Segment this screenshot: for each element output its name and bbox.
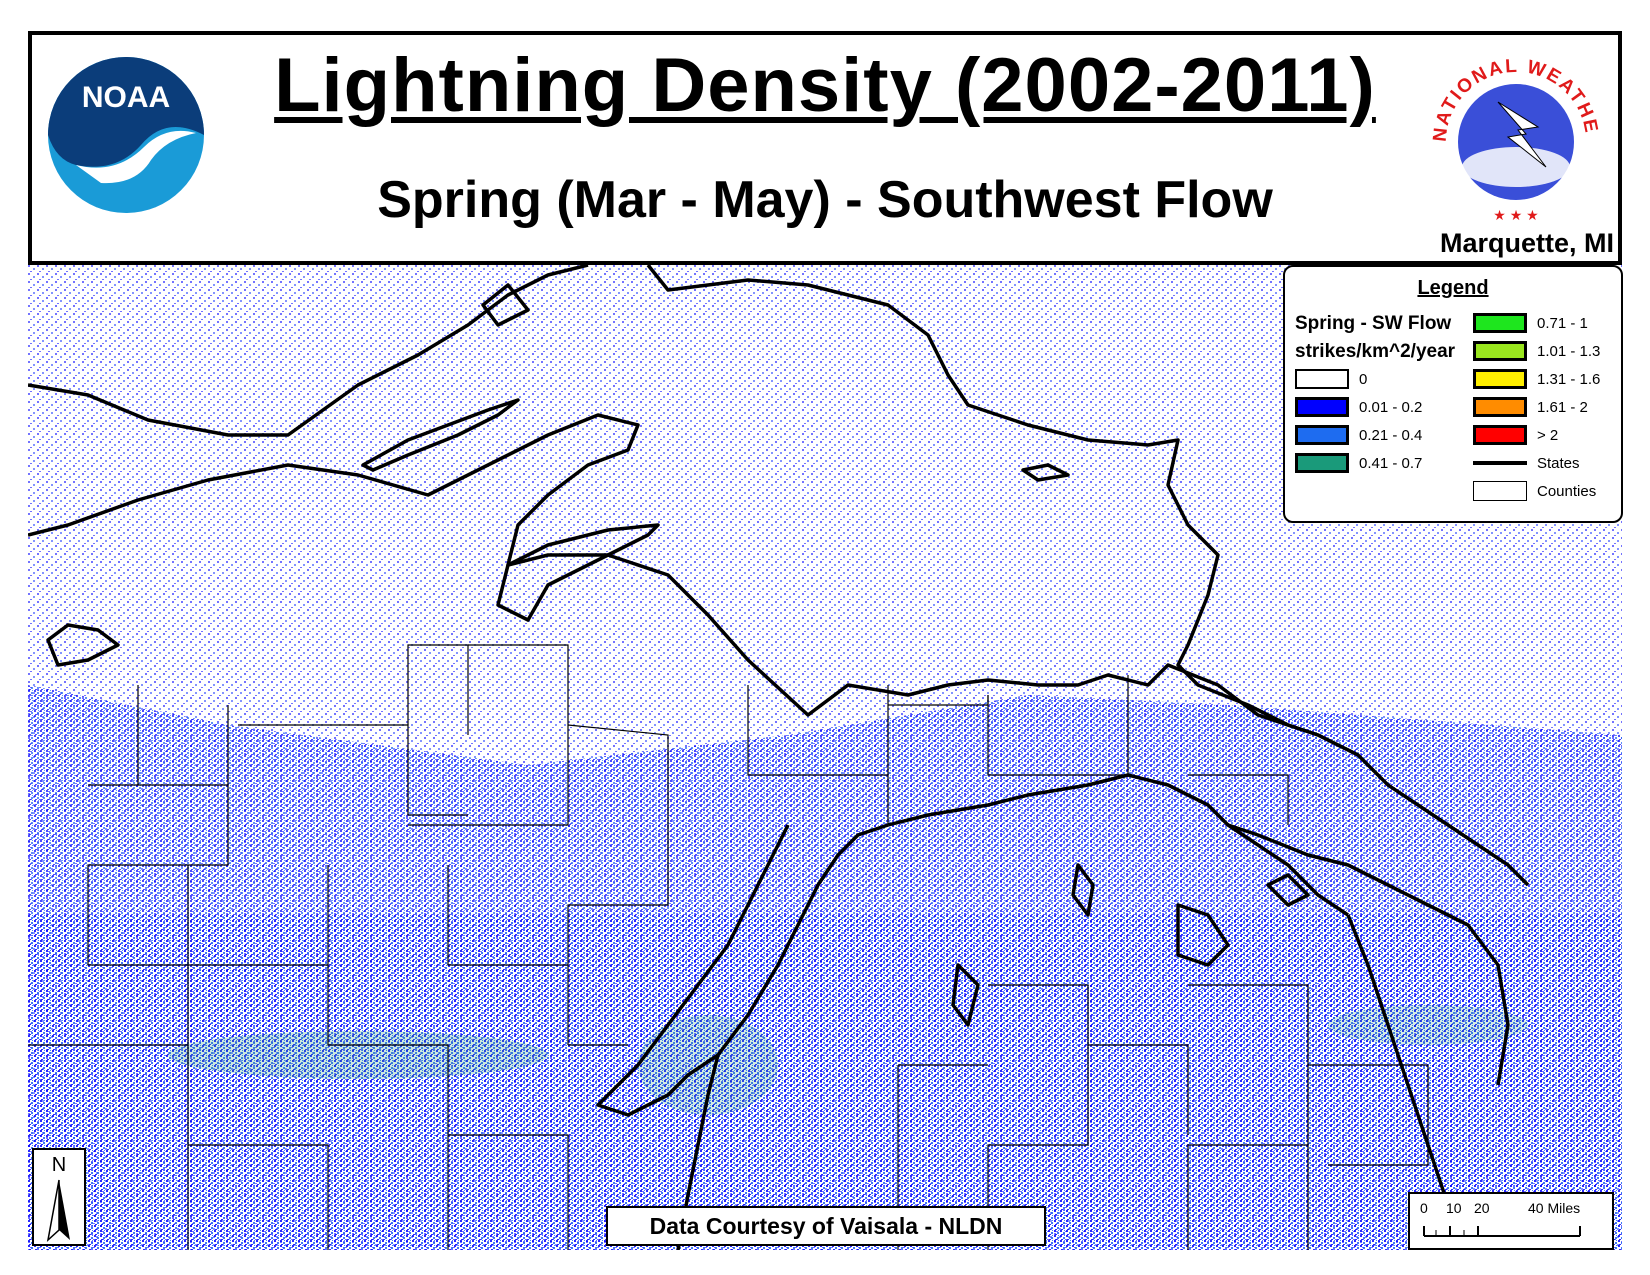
legend-title: Legend (1417, 277, 1489, 299)
legend-item-4: 0.71 - 1 (1473, 313, 1588, 333)
nws-logo: NATIONAL WEATHER SERVICE ★ ★ ★ (1428, 42, 1600, 223)
legend-label: > 2 (1537, 426, 1559, 444)
legend-swatch (1473, 369, 1527, 389)
legend-label: 0.41 - 0.7 (1359, 454, 1423, 472)
legend-label: States (1537, 454, 1580, 472)
scale-bar: 0 10 20 40 Miles (1408, 1192, 1614, 1250)
legend: Legend Spring - SW Flow strikes/km^2/yea… (1283, 265, 1623, 523)
legend-label: 0 (1359, 370, 1368, 388)
office-label: Marquette, MI (1439, 228, 1614, 258)
legend-units: strikes/km^2/year (1295, 341, 1456, 362)
page-subtitle: Spring (Mar - May) - Southwest Flow (377, 171, 1273, 229)
lightning-density-map (28, 265, 1622, 1250)
legend-swatch (1295, 369, 1349, 389)
legend-heading: Spring - SW Flow (1295, 313, 1452, 334)
legend-label: 0.01 - 0.2 (1359, 398, 1423, 416)
legend-swatch (1473, 313, 1527, 333)
legend-item-7: 1.61 - 2 (1473, 397, 1588, 417)
header-box (28, 31, 1622, 265)
scale-label-0: 0 (1420, 1200, 1428, 1216)
legend-item-8: > 2 (1473, 425, 1558, 445)
legend-swatch (1295, 397, 1349, 417)
legend-swatch (1473, 397, 1527, 417)
legend-item-2: 0.21 - 0.4 (1295, 425, 1422, 445)
legend-item-1: 0.01 - 0.2 (1295, 397, 1422, 417)
legend-counties: Counties (1473, 481, 1596, 501)
page-title: Lightning Density (2002-2011) (274, 43, 1376, 128)
noaa-logo: NOAA (48, 57, 204, 213)
scale-label-40: 40 Miles (1528, 1200, 1581, 1216)
north-label: N (51, 1154, 67, 1176)
legend-swatch (1473, 425, 1527, 445)
north-arrow-icon (46, 1179, 70, 1243)
legend-label: 0.71 - 1 (1537, 314, 1588, 332)
legend-label: 1.31 - 1.6 (1537, 370, 1601, 388)
legend-item-0: 0 (1295, 369, 1367, 389)
legend-swatch (1473, 341, 1527, 361)
scale-label-10: 10 (1446, 1200, 1462, 1216)
legend-label: 1.01 - 1.3 (1537, 342, 1601, 360)
svg-text:NOAA: NOAA (82, 81, 170, 114)
legend-item-6: 1.31 - 1.6 (1473, 369, 1600, 389)
legend-swatch (1295, 453, 1349, 473)
legend-states: States (1473, 453, 1580, 473)
legend-item-5: 1.01 - 1.3 (1473, 341, 1600, 361)
legend-label: 1.61 - 2 (1537, 398, 1588, 416)
scale-ruler-icon (1423, 1226, 1581, 1237)
legend-item-3: 0.41 - 0.7 (1295, 453, 1422, 473)
scale-label-20: 20 (1474, 1200, 1490, 1216)
svg-text:★ ★ ★: ★ ★ ★ (1493, 207, 1538, 223)
legend-label: Counties (1537, 482, 1597, 500)
counties-swatch (1473, 481, 1527, 501)
data-credit: Data Courtesy of Vaisala - NLDN (606, 1206, 1046, 1246)
legend-label: 0.21 - 0.4 (1359, 426, 1423, 444)
north-arrow: N (32, 1148, 86, 1246)
legend-swatch (1295, 425, 1349, 445)
states-line-icon (1473, 461, 1527, 465)
